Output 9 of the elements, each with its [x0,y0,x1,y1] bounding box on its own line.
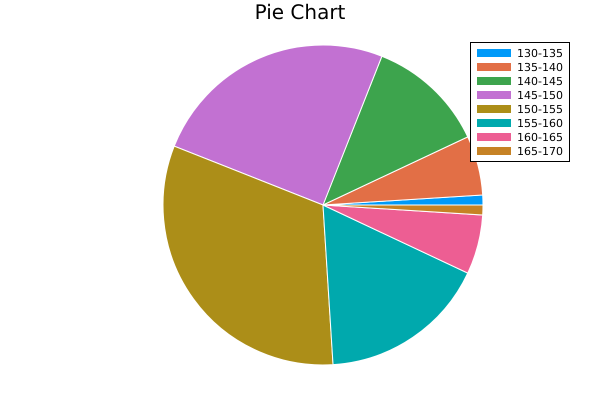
chart-title: Pie Chart [254,0,346,24]
legend-label: 160-165 [517,130,563,144]
legend-label: 135-140 [517,60,563,74]
legend-label: 150-155 [517,102,563,116]
legend-label: 140-145 [517,74,563,88]
legend-label: 145-150 [517,88,563,102]
legend-label: 130-135 [517,46,563,60]
legend-label: 165-170 [517,144,563,158]
legend-label: 155-160 [517,116,563,130]
